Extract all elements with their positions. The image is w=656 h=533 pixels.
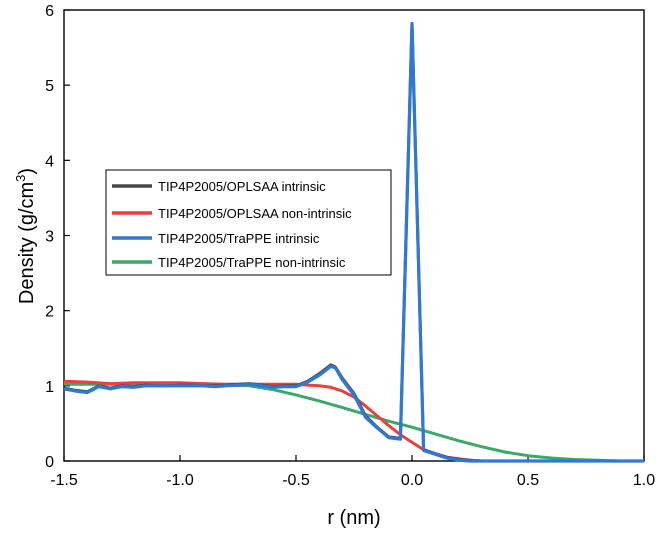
legend-box [105, 169, 392, 276]
y-tick-label: 2 [45, 304, 54, 321]
x-tick-label: 0.5 [517, 472, 539, 489]
y-tick-label: 4 [45, 153, 54, 170]
x-tick-label: 0.0 [401, 472, 423, 489]
legend-label-0: TIP4P2005/OPLSAA intrinsic [158, 179, 326, 194]
legend: TIP4P2005/OPLSAA intrinsic TIP4P2005/OPL… [105, 169, 392, 276]
series-layer [63, 21, 644, 463]
legend-label-1: TIP4P2005/OPLSAA non-intrinsic [158, 206, 352, 221]
y-tick-label: 1 [45, 379, 54, 396]
legend-label-2: TIP4P2005/TraPPE intrinsic [158, 231, 320, 246]
legend-label-3: TIP4P2005/TraPPE non-intrinsic [158, 255, 346, 270]
y-axis-title-superscript: 3 [13, 175, 28, 182]
x-tick-label: 1.0 [633, 472, 655, 489]
y-axis-title: Density (g/cm3) [13, 168, 38, 304]
y-tick-label: 5 [45, 78, 54, 95]
x-axis-title: r (nm) [327, 507, 380, 529]
y-tick-label: 0 [45, 454, 54, 471]
x-tick-label: -1.5 [50, 472, 78, 489]
x-tick-label: -0.5 [282, 472, 310, 489]
y-axis-title-main: Density (g/cm [16, 182, 38, 304]
ticks-layer: -1.5 -1.0 -0.5 0.0 0.5 1.0 0 1 2 3 4 5 6 [45, 3, 655, 489]
x-tick-label: -1.0 [166, 472, 194, 489]
series-line-2 [63, 21, 644, 463]
y-axis-title-close: ) [16, 168, 38, 175]
y-tick-label: 3 [45, 229, 54, 246]
y-tick-label: 6 [45, 3, 54, 20]
